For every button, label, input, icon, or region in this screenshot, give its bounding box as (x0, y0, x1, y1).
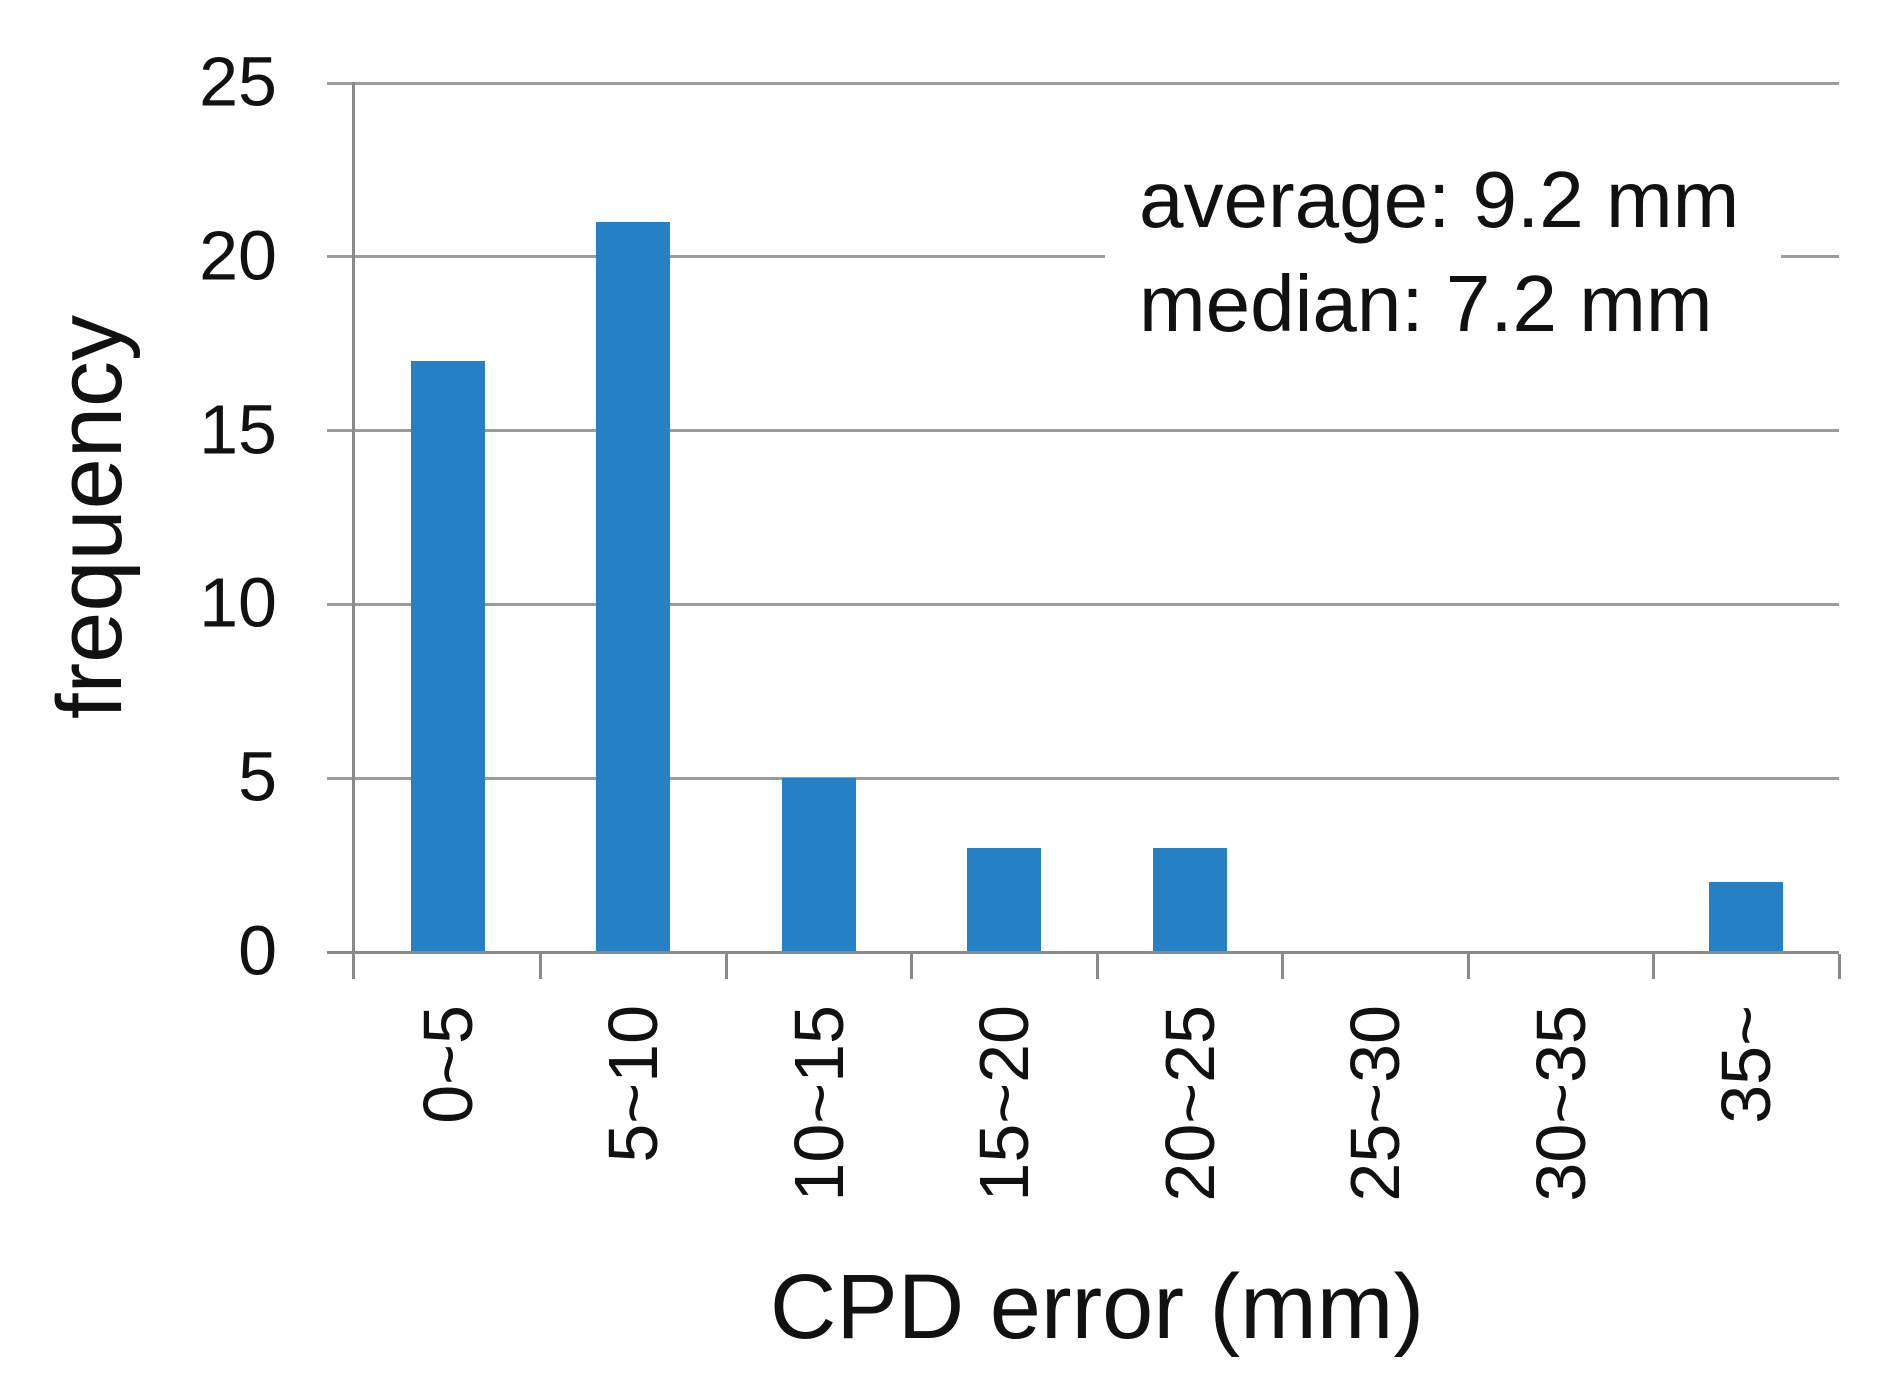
gridline-y-5 (327, 777, 1839, 780)
y-tick-label-0: 0 (238, 911, 277, 990)
gridline-y-20 (327, 255, 1839, 258)
x-boundary-tick-5 (1281, 954, 1284, 979)
y-tick-label-15: 15 (199, 390, 277, 469)
bar-10~15 (782, 778, 856, 951)
annotation-average: average: 9.2 mm (1139, 155, 1740, 244)
bar-5~10 (596, 222, 670, 951)
y-tick-label-20: 20 (199, 216, 277, 295)
x-tick-label-15~20: 15~20 (965, 1005, 1043, 1202)
y-tick-label-10: 10 (199, 563, 277, 642)
x-boundary-tick-7 (1652, 954, 1655, 979)
annotation-median: median: 7.2 mm (1139, 259, 1713, 348)
gridline-y-25 (327, 82, 1839, 85)
x-tick-label-10~15: 10~15 (780, 1005, 858, 1202)
x-axis-line (327, 951, 1839, 954)
x-tick-label-30~35: 30~35 (1522, 1005, 1600, 1202)
x-boundary-tick-8 (1838, 954, 1841, 979)
x-tick-label-0~5: 0~5 (409, 1005, 487, 1124)
x-boundary-tick-2 (725, 954, 728, 979)
x-tick-label-5~10: 5~10 (594, 1005, 672, 1163)
y-axis-title: frequency (39, 314, 141, 720)
gridline-y-10 (327, 603, 1839, 606)
bar-0~5 (411, 361, 485, 951)
gridline-y-15 (327, 429, 1839, 432)
x-boundary-tick-6 (1467, 954, 1470, 979)
x-boundary-tick-3 (910, 954, 913, 979)
y-tick-label-25: 25 (199, 42, 277, 121)
bar-15~20 (967, 848, 1041, 951)
bar-35~ (1709, 882, 1783, 951)
y-axis-line (352, 82, 355, 979)
x-boundary-tick-1 (539, 954, 542, 979)
y-tick-label-5: 5 (238, 737, 277, 816)
annotation-box: average: 9.2 mm median: 7.2 mm (1105, 148, 1781, 360)
x-tick-label-20~25: 20~25 (1151, 1005, 1229, 1202)
x-axis-title: CPD error (mm) (769, 1256, 1425, 1358)
bar-20~25 (1153, 848, 1227, 951)
x-tick-label-25~30: 25~30 (1336, 1005, 1414, 1202)
x-tick-label-35~: 35~ (1707, 1005, 1785, 1124)
x-boundary-tick-4 (1096, 954, 1099, 979)
